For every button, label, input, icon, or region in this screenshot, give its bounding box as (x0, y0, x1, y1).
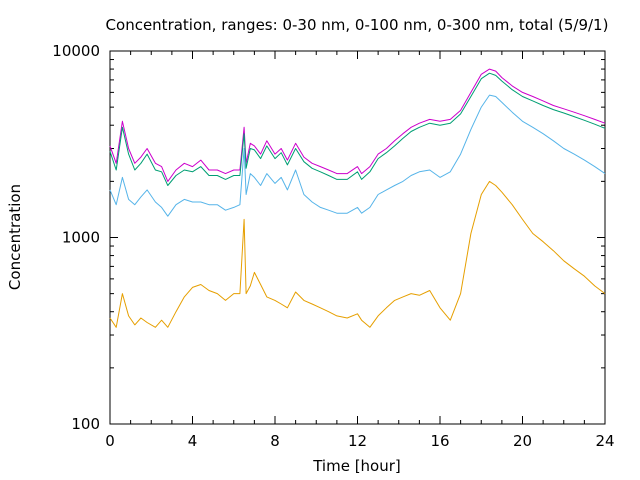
x-axis-label: Time [hour] (312, 457, 401, 475)
y-axis: 100 1000 10000 (52, 42, 605, 433)
y-tick-label: 100 (71, 415, 100, 433)
x-tick-label: 24 (595, 432, 614, 450)
series-line-0 (109, 68, 606, 182)
x-tick-label: 12 (348, 432, 367, 450)
y-tick-label: 10000 (52, 42, 100, 60)
x-tick-label: 8 (270, 432, 280, 450)
series-line-2 (109, 94, 606, 217)
series-line-1 (109, 72, 606, 186)
x-axis: 0 4 8 12 16 20 24 (105, 51, 615, 450)
x-tick-label: 16 (430, 432, 449, 450)
plot-area (109, 50, 606, 425)
y-axis-label: Concentration (6, 184, 24, 290)
x-tick-label: 20 (513, 432, 532, 450)
x-tick-label: 0 (105, 432, 115, 450)
y-tick-label: 1000 (62, 229, 100, 247)
x-tick-label: 4 (188, 432, 198, 450)
series-line-3 (109, 180, 606, 328)
chart-title: Concentration, ranges: 0-30 nm, 0-100 nm… (106, 16, 609, 34)
series-lines (109, 68, 606, 328)
